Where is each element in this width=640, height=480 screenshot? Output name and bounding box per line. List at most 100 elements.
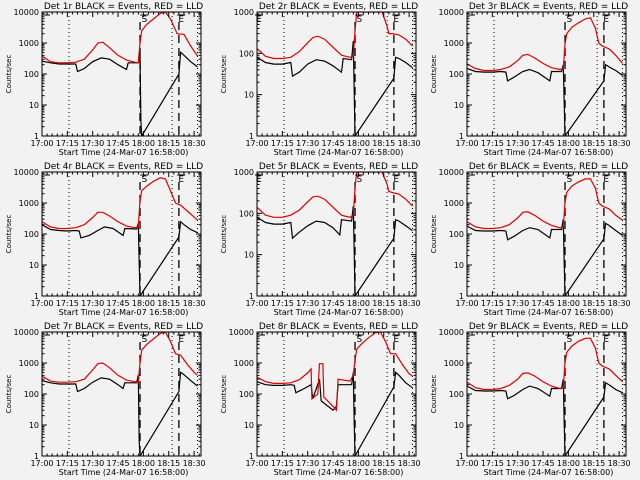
x-tick-label: 17:45: [322, 139, 345, 148]
y-tick-label: 100: [239, 390, 254, 399]
events-series-line: [467, 379, 623, 456]
x-tick-label: 18:30: [608, 299, 631, 308]
x-axis-label: Start Time (24-Mar-07 16:58:00): [484, 148, 614, 157]
y-tick-label: 1: [34, 452, 39, 461]
flag-label: S: [356, 175, 362, 185]
x-axis-label: Start Time (24-Mar-07 16:58:00): [484, 468, 614, 477]
x-tick-label: 17:30: [506, 459, 529, 468]
x-axis-label: Start Time (24-Mar-07 16:58:00): [59, 468, 189, 477]
y-tick-label: 1000: [19, 359, 39, 368]
x-tick-label: 17:30: [296, 139, 319, 148]
x-tick-label: 17:30: [296, 459, 319, 468]
y-tick-label: 100: [449, 70, 464, 79]
x-tick-label: 17:45: [532, 299, 555, 308]
lld-series-line: [42, 177, 198, 230]
x-tick-label: 17:00: [30, 299, 53, 308]
panel-det-7: Det 7r BLACK = Events, RED = LLD S E 1 10 100…: [5, 322, 206, 477]
x-tick-label: 18:00: [132, 299, 155, 308]
flag-label: E: [603, 335, 609, 345]
x-tick-label: 17:30: [506, 139, 529, 148]
x-tick-label: 17:15: [56, 299, 79, 308]
y-tick-label: 10000: [229, 328, 254, 337]
flag-label: E: [178, 15, 184, 25]
x-axis-label: Start Time (24-Mar-07 16:58:00): [484, 308, 614, 317]
x-tick-label: 17:15: [481, 459, 504, 468]
x-tick-label: 17:30: [81, 299, 104, 308]
panel-title: Det 6r BLACK = Events, RED = LLD: [469, 162, 628, 172]
x-tick-label: 18:30: [183, 299, 206, 308]
x-tick-label: 17:15: [481, 139, 504, 148]
x-tick-label: 17:45: [322, 299, 345, 308]
x-tick-label: 18:30: [608, 139, 631, 148]
y-tick-label: 1: [459, 292, 464, 301]
x-tick-label: 17:30: [506, 299, 529, 308]
lld-series-line: [257, 12, 413, 60]
y-tick-label: 10: [244, 91, 254, 100]
y-tick-label: 100: [449, 230, 464, 239]
x-tick-label: 18:30: [183, 139, 206, 148]
panel-title: Det 4r BLACK = Events, RED = LLD: [44, 162, 203, 172]
x-tick-label: 18:15: [372, 139, 395, 148]
x-tick-label: 17:15: [271, 139, 294, 148]
panel-title: Det 5r BLACK = Events, RED = LLD: [259, 162, 418, 172]
y-tick-label: 10000: [439, 8, 464, 17]
lld-series-line: [257, 332, 413, 412]
y-tick-label: 10: [454, 261, 464, 270]
y-axis-label: Counts/sec: [430, 55, 438, 94]
flag-label: S: [356, 335, 362, 345]
x-tick-label: 17:45: [322, 459, 345, 468]
x-tick-label: 18:00: [347, 459, 370, 468]
flag-label: E: [393, 335, 399, 345]
y-tick-label: 10000: [439, 168, 464, 177]
y-axis-label: Counts/sec: [5, 55, 13, 94]
x-tick-label: 18:00: [347, 139, 370, 148]
y-tick-label: 10: [244, 251, 254, 260]
flag-label: E: [178, 335, 184, 345]
y-tick-label: 1: [459, 452, 464, 461]
y-tick-label: 10: [454, 101, 464, 110]
x-tick-label: 18:15: [372, 299, 395, 308]
x-tick-label: 17:45: [532, 139, 555, 148]
panel-det-3: Det 3r BLACK = Events, RED = LLD S E 1 10 100…: [430, 2, 631, 157]
events-series-line: [42, 51, 198, 136]
x-axis-label: Start Time (24-Mar-07 16:58:00): [59, 148, 189, 157]
lld-series-line: [467, 17, 623, 72]
y-tick-label: 1: [459, 132, 464, 141]
y-tick-label: 100: [24, 390, 39, 399]
panel-det-9: Det 9r BLACK = Events, RED = LLD S E 1 10 100…: [430, 322, 631, 477]
panel-det-2: Det 2r BLACK = Events, RED = LLD E S E 1 10 10…: [220, 2, 421, 157]
y-tick-label: 1: [34, 132, 39, 141]
plot-frame: [466, 171, 627, 297]
y-tick-label: 10: [454, 421, 464, 430]
y-tick-label: 1000: [444, 39, 464, 48]
x-axis-label: Start Time (24-Mar-07 16:58:00): [274, 468, 404, 477]
x-tick-label: 17:00: [245, 299, 268, 308]
y-tick-label: 100: [24, 70, 39, 79]
lld-series-line: [257, 172, 413, 218]
x-tick-label: 18:15: [157, 299, 180, 308]
plot-frame: [256, 331, 417, 457]
x-tick-label: 18:00: [347, 299, 370, 308]
x-tick-label: 17:30: [81, 139, 104, 148]
y-tick-label: 1: [249, 292, 254, 301]
panel-title: Det 1r BLACK = Events, RED = LLD: [44, 2, 203, 12]
y-tick-label: 1: [249, 452, 254, 461]
x-axis-label: Start Time (24-Mar-07 16:58:00): [274, 148, 404, 157]
lld-series-line: [42, 12, 198, 64]
flag-label: E: [603, 15, 609, 25]
plot-frame: [466, 11, 627, 137]
y-tick-label: 10000: [14, 328, 39, 337]
x-tick-label: 17:45: [107, 139, 130, 148]
x-tick-label: 17:45: [532, 459, 555, 468]
x-tick-label: 17:15: [481, 299, 504, 308]
y-tick-label: 1000: [444, 359, 464, 368]
events-series-line: [467, 219, 623, 296]
x-tick-label: 18:15: [157, 459, 180, 468]
x-tick-label: 17:30: [296, 299, 319, 308]
x-axis-label: Start Time (24-Mar-07 16:58:00): [274, 308, 404, 317]
y-tick-label: 10000: [439, 328, 464, 337]
flag-label: S: [566, 175, 572, 185]
x-axis-label: Start Time (24-Mar-07 16:58:00): [59, 308, 189, 317]
x-tick-label: 18:15: [582, 139, 605, 148]
events-series-line: [42, 220, 198, 296]
